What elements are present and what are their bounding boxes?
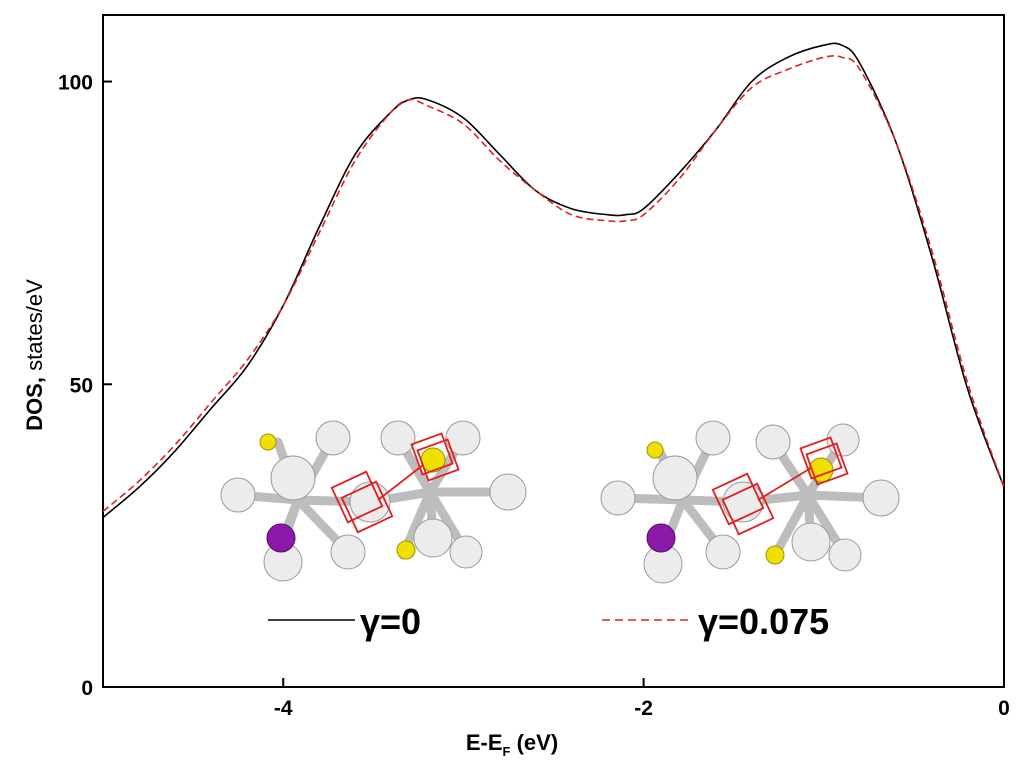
y-tick-label: 50: [70, 374, 93, 397]
yellow-atom: [396, 540, 416, 560]
structure-inset-gamma-0: [220, 420, 527, 582]
series-line-gamma-0.075: [102, 55, 1005, 513]
legend-label-gamma-0: γ=0: [360, 601, 421, 642]
series-line-gamma-0: [102, 42, 1005, 519]
atom: [695, 420, 731, 456]
atom: [755, 424, 791, 460]
atom: [220, 477, 256, 513]
x-axis-title-main: E-E: [466, 730, 503, 755]
atom: [445, 420, 481, 456]
atom: [705, 534, 741, 570]
purple-atom: [646, 523, 676, 553]
y-tick-label: 100: [58, 72, 93, 95]
atom: [349, 481, 391, 523]
svg-text:E-EF (eV): E-EF (eV): [466, 730, 558, 759]
x-tick-label: -2: [634, 697, 653, 720]
y-axis-title-unit: states/eV: [22, 279, 47, 377]
yellow-atom: [646, 441, 664, 459]
cell-box: [330, 432, 460, 534]
atom: [413, 518, 453, 558]
plot-frame: [102, 14, 1005, 688]
x-axis-title-sub: F: [503, 744, 511, 759]
legend-label-gamma-0.075: γ=0.075: [698, 601, 829, 642]
structure-inset-gamma-0.075: [600, 420, 900, 584]
atoms: [220, 420, 527, 582]
atom: [722, 481, 764, 523]
atom: [828, 538, 862, 572]
atom: [652, 455, 698, 501]
series-lines: [102, 42, 1005, 519]
atom: [862, 479, 900, 517]
yellow-atom: [259, 433, 277, 451]
x-tick-label: -4: [274, 697, 293, 720]
cell-box: [711, 436, 849, 536]
atom: [270, 455, 316, 501]
atoms: [600, 420, 900, 584]
y-axis-title: DOS, states/eV: [22, 279, 47, 431]
y-axis-title-main: DOS,: [22, 377, 47, 431]
axis-ticks: -4 -2 0 0 50 100: [58, 72, 1010, 720]
yellow-atom: [765, 545, 785, 565]
x-axis-title: E-EF (eV): [466, 730, 558, 759]
atom: [791, 522, 831, 562]
y-tick-label: 0: [81, 677, 93, 700]
x-axis-title-unit: (eV): [510, 730, 558, 755]
svg-text:DOS, states/eV: DOS, states/eV: [22, 279, 47, 431]
atom: [449, 535, 483, 569]
atom: [330, 534, 366, 570]
atom: [380, 420, 416, 456]
atom: [489, 473, 527, 511]
legend: γ=0 γ=0.075: [268, 601, 829, 642]
atom: [315, 420, 351, 456]
atom: [600, 480, 636, 516]
x-tick-label: 0: [998, 697, 1010, 720]
purple-atom: [266, 523, 296, 553]
